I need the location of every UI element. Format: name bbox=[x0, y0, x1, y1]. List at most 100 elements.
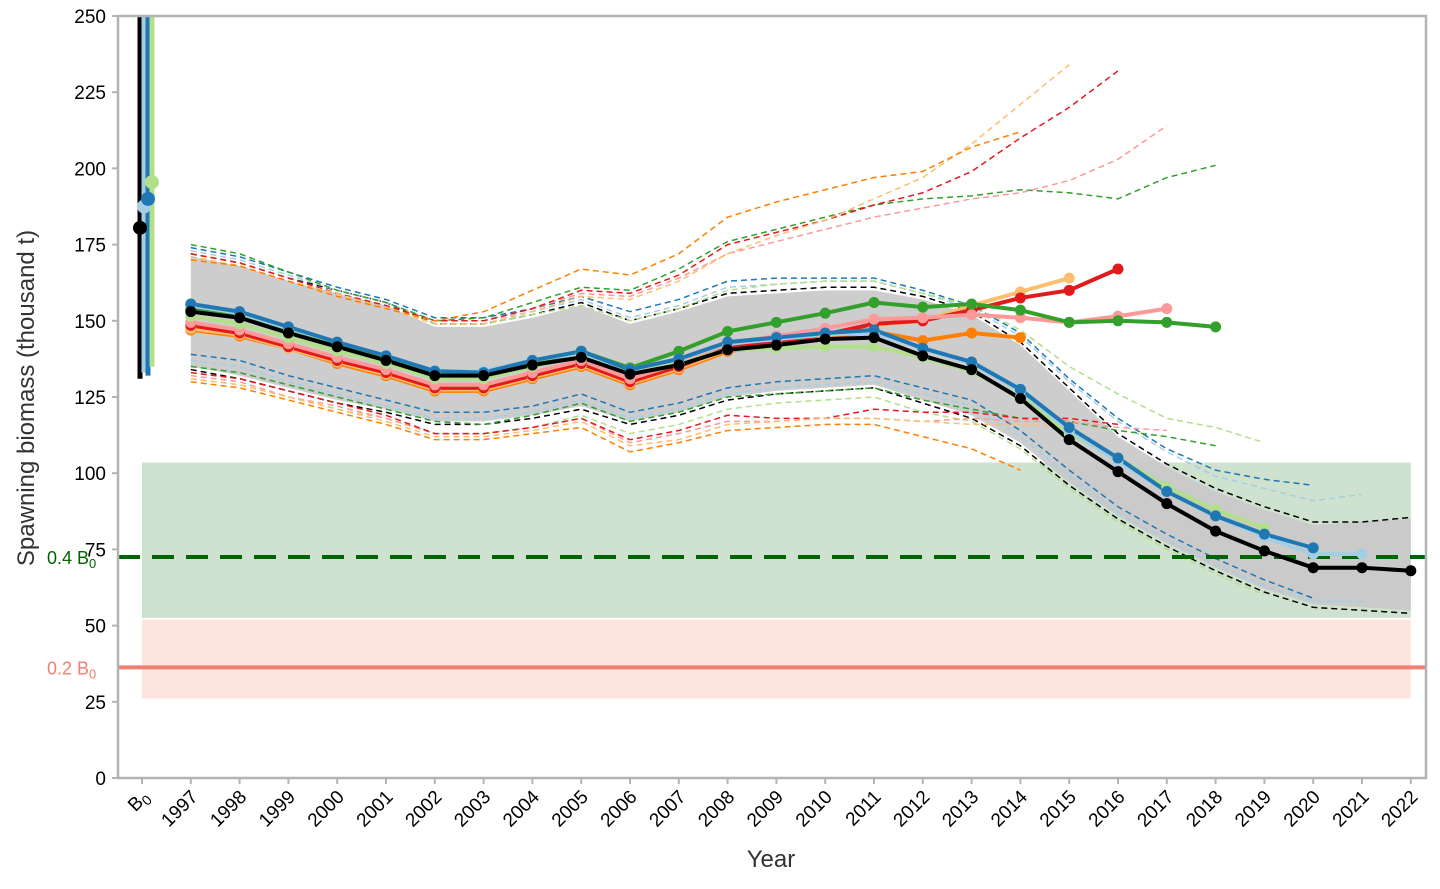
series-point bbox=[1356, 548, 1368, 560]
y-axis-title: Spawning biomass (thousand t) bbox=[13, 230, 40, 566]
series-point bbox=[1161, 498, 1173, 510]
series-points bbox=[185, 263, 1417, 577]
ci-band-area bbox=[190, 256, 1411, 611]
b0-point-0 bbox=[133, 220, 147, 235]
series-point bbox=[673, 359, 685, 371]
series-line-8 bbox=[190, 309, 1411, 573]
series-point bbox=[1161, 303, 1173, 315]
y-tick-label: 250 bbox=[74, 7, 106, 28]
series-point bbox=[1210, 525, 1222, 537]
series-point bbox=[819, 333, 831, 345]
x-tick-label: 2000 bbox=[304, 787, 349, 832]
series-point bbox=[917, 342, 929, 354]
series-point bbox=[868, 297, 880, 309]
series-point bbox=[1112, 315, 1124, 327]
x-tick-label: 2014 bbox=[987, 786, 1032, 831]
series-point bbox=[966, 356, 978, 368]
series-point bbox=[1014, 332, 1026, 344]
series-point bbox=[966, 298, 978, 310]
reference-label-0: 0.4 B0 bbox=[47, 548, 96, 571]
b0-estimates bbox=[133, 16, 159, 379]
reference-label-1: 0.2 B0 bbox=[47, 658, 96, 681]
reference-lines: 0.4 B0 0.2 B0 bbox=[47, 548, 1426, 681]
series-point bbox=[1063, 316, 1075, 328]
series-point bbox=[1210, 321, 1222, 333]
series-line-7 bbox=[190, 302, 1314, 550]
zone-band-1 bbox=[142, 619, 1411, 699]
series-point bbox=[868, 332, 880, 344]
x-tick-label: 2010 bbox=[792, 787, 837, 832]
series-point bbox=[1063, 434, 1075, 446]
b0-point-2 bbox=[141, 191, 155, 206]
dashed-bound-13 bbox=[190, 371, 1119, 441]
series-point bbox=[1161, 316, 1173, 328]
x-tick-label: 2004 bbox=[499, 786, 544, 831]
x-tick-label: 2011 bbox=[842, 787, 886, 831]
x-tick-label: 2013 bbox=[938, 787, 983, 832]
series-point bbox=[526, 359, 538, 371]
series-point bbox=[185, 306, 197, 318]
series-point bbox=[1112, 263, 1124, 275]
series-point bbox=[1258, 528, 1270, 540]
series-point bbox=[478, 370, 490, 382]
x-tick-label: 2021 bbox=[1329, 787, 1374, 832]
series-point bbox=[917, 301, 929, 313]
series-point bbox=[1405, 565, 1417, 577]
series-point bbox=[1014, 383, 1026, 395]
dashed-bound-10 bbox=[190, 125, 1168, 322]
x-tick-label: 2015 bbox=[1036, 787, 1081, 832]
dashed-bound-3 bbox=[190, 353, 1314, 599]
series-point bbox=[1112, 452, 1124, 464]
series-point bbox=[1356, 562, 1368, 574]
series-point bbox=[917, 312, 929, 324]
y-tick-label: 225 bbox=[74, 83, 106, 104]
series-point bbox=[1014, 312, 1026, 324]
x-tick-label: 1998 bbox=[206, 787, 251, 832]
y-tick-label: 100 bbox=[74, 464, 106, 485]
dashed-bound-5 bbox=[190, 359, 1362, 602]
dashed-bound-15 bbox=[190, 377, 1070, 447]
dashed-bound-17 bbox=[190, 381, 1021, 471]
axes: 0 25 50 75 100 125 150 175 200 225 250 B0 1997 1998 19… bbox=[74, 7, 1428, 832]
series-point bbox=[966, 327, 978, 339]
x-tick-label: 2009 bbox=[743, 787, 788, 832]
series-point bbox=[673, 345, 685, 357]
series-point bbox=[966, 364, 978, 376]
series-point bbox=[770, 339, 782, 351]
y-tick-label: 0 bbox=[95, 769, 106, 790]
y-tick-label: 25 bbox=[85, 693, 106, 714]
x-tick-label: 2006 bbox=[597, 787, 642, 832]
x-tick-label: 2007 bbox=[646, 787, 691, 832]
series-point bbox=[1063, 421, 1075, 433]
series-point bbox=[917, 350, 929, 362]
x-tick-label: 2002 bbox=[402, 787, 447, 832]
x-tick-label: 2008 bbox=[694, 787, 739, 832]
series-point bbox=[1112, 466, 1124, 478]
x-tick-label: 1997 bbox=[158, 787, 203, 832]
y-tick-label: 200 bbox=[74, 159, 106, 180]
x-tick-label: 2005 bbox=[548, 787, 593, 832]
series-point bbox=[868, 324, 880, 336]
series-point bbox=[331, 341, 343, 353]
series-point bbox=[819, 307, 831, 319]
series-point bbox=[1258, 545, 1270, 557]
x-tick-label: 2003 bbox=[450, 787, 495, 832]
series-point bbox=[1161, 485, 1173, 497]
series-point bbox=[1014, 304, 1026, 316]
series-point bbox=[770, 332, 782, 344]
series-point bbox=[1014, 393, 1026, 405]
series-point bbox=[770, 316, 782, 328]
dashed-bound-14 bbox=[190, 64, 1070, 325]
series-point bbox=[868, 341, 880, 353]
series-point bbox=[722, 344, 734, 356]
y-tick-label: 75 bbox=[85, 540, 106, 561]
series-point bbox=[282, 327, 294, 339]
series-point bbox=[722, 336, 734, 348]
series-point bbox=[624, 368, 636, 380]
series-point bbox=[185, 298, 197, 310]
dashed-bound-12 bbox=[190, 70, 1119, 322]
y-tick-label: 150 bbox=[74, 312, 106, 333]
x-tick-label: 2012 bbox=[890, 787, 935, 832]
series-point bbox=[1307, 562, 1319, 574]
x-tick-label: 2022 bbox=[1378, 787, 1423, 832]
